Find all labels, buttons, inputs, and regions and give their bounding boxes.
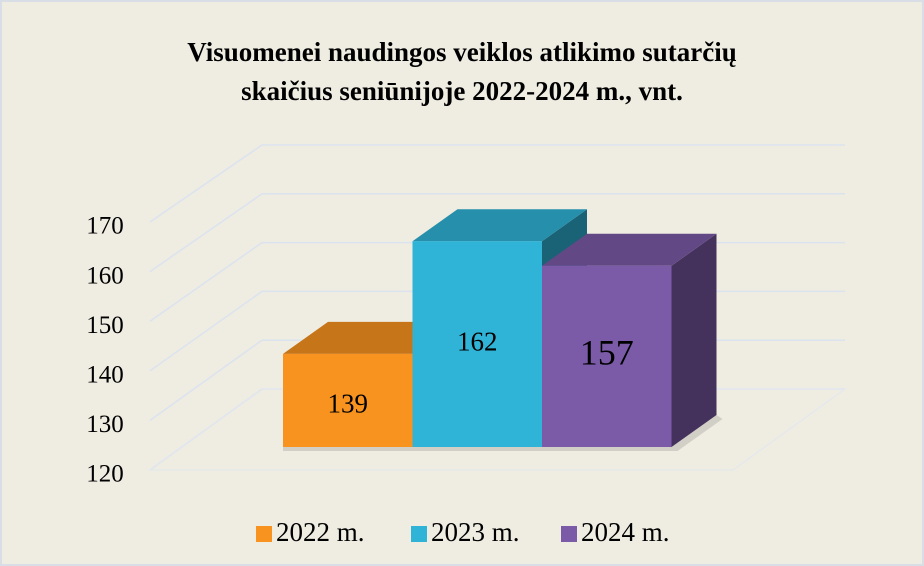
data-label: 139 bbox=[328, 389, 369, 419]
data-label: 157 bbox=[580, 333, 634, 373]
y-tick-label: 130 bbox=[86, 411, 124, 438]
bar bbox=[412, 241, 542, 447]
y-tick-label: 150 bbox=[86, 312, 124, 339]
chart-subtitle: skaičius seniūnijoje 2022-2024 m., vnt. bbox=[241, 76, 683, 106]
bar bbox=[542, 265, 672, 447]
y-tick-label: 160 bbox=[86, 262, 124, 289]
y-tick-label: 120 bbox=[86, 461, 124, 488]
legend-swatch bbox=[561, 526, 577, 542]
y-tick-label: 140 bbox=[86, 362, 124, 389]
grid-line bbox=[149, 193, 845, 273]
legend-swatch bbox=[256, 526, 272, 542]
data-label: 162 bbox=[457, 326, 498, 356]
legend-label: 2022 m. bbox=[276, 517, 365, 547]
chart-title: Visuomenei naudingos veiklos atlikimo su… bbox=[187, 37, 737, 67]
legend-label: 2023 m. bbox=[431, 517, 520, 547]
floor bbox=[148, 388, 847, 471]
grid-line bbox=[149, 144, 845, 223]
bar-side bbox=[671, 233, 717, 447]
bar bbox=[283, 353, 413, 447]
bar-3d bbox=[542, 233, 717, 447]
bar-top bbox=[412, 209, 587, 242]
bar-top bbox=[542, 233, 717, 266]
legend-swatch bbox=[411, 526, 427, 542]
bar-shadow bbox=[283, 415, 723, 451]
y-tick-label: 170 bbox=[86, 213, 124, 240]
legend-label: 2024 m. bbox=[581, 517, 670, 547]
